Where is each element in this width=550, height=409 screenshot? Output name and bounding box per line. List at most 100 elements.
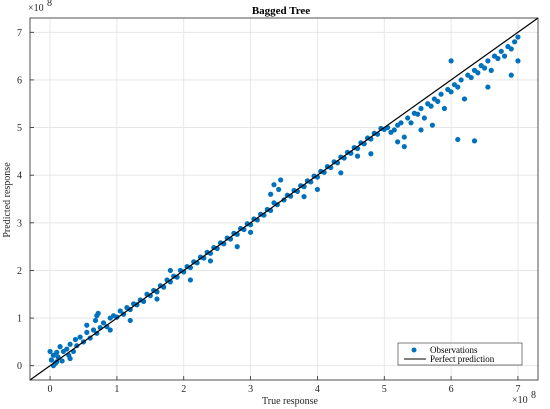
observation-point — [94, 313, 100, 319]
observation-point — [415, 111, 421, 117]
y-exponent-power: 8 — [47, 0, 52, 9]
observation-point — [271, 182, 277, 188]
observation-point — [495, 55, 501, 62]
observation-point — [408, 120, 414, 126]
observation-point — [77, 334, 83, 340]
x-tick-label: 2 — [181, 384, 186, 395]
observation-point — [418, 127, 424, 133]
perfect-prediction-line — [29, 17, 539, 381]
observation-point — [276, 186, 282, 193]
observation-point — [441, 105, 448, 112]
observation-point — [448, 89, 454, 95]
x-tick-label: 3 — [248, 384, 253, 395]
observation-point — [147, 293, 153, 299]
x-axis-label: True response — [262, 396, 319, 407]
y-tick-label: 1 — [17, 314, 22, 325]
x-tick-label: 5 — [382, 384, 387, 395]
observation-point — [48, 357, 54, 363]
x-axis-ticks: 0 1 2 3 4 5 6 7 — [48, 376, 520, 395]
observation-point — [54, 349, 60, 355]
observation-point — [117, 308, 123, 314]
observation-point — [154, 296, 160, 302]
observation-point — [501, 53, 508, 59]
observation-point — [401, 144, 407, 150]
observation-point — [481, 65, 488, 71]
x-tick-label: 0 — [48, 384, 53, 395]
observation-point — [438, 91, 444, 97]
observation-point — [498, 48, 504, 54]
observation-point — [127, 317, 133, 324]
observations-points — [47, 34, 521, 369]
observation-point — [59, 358, 65, 364]
observation-point — [354, 153, 361, 159]
observation-point — [485, 84, 491, 90]
legend-box — [397, 342, 523, 366]
observation-point — [395, 122, 401, 128]
x-tick-label: 4 — [315, 384, 320, 395]
x-exponent-base: ×10 — [512, 395, 528, 406]
y-axis-label: Predicted response — [2, 162, 13, 238]
observation-point — [428, 103, 434, 109]
observation-point — [515, 34, 521, 40]
observation-point — [57, 344, 63, 350]
x-tick-label: 7 — [515, 384, 520, 395]
observation-point — [234, 244, 240, 250]
observation-point — [107, 327, 113, 333]
observation-point — [92, 317, 99, 324]
observation-point — [435, 98, 441, 104]
observation-point — [488, 67, 494, 73]
y-tick-label: 5 — [17, 123, 22, 134]
observation-point — [405, 115, 411, 121]
x-exponent-power: 8 — [531, 390, 536, 401]
observation-point — [207, 258, 214, 264]
observation-point — [64, 346, 70, 352]
observation-point — [67, 341, 73, 347]
y-exponent-base: ×10 — [28, 3, 44, 14]
observation-point — [418, 105, 424, 112]
y-tick-label: 3 — [17, 218, 22, 229]
observation-point — [448, 58, 454, 64]
y-tick-label: 2 — [17, 266, 22, 277]
grid-lines — [30, 18, 538, 380]
observation-point — [468, 74, 474, 81]
observation-point — [72, 336, 79, 343]
legend-perfect-label: Perfect prediction — [430, 354, 495, 364]
observation-point — [301, 194, 307, 200]
x-exponent-label: ×10 8 — [512, 390, 536, 406]
observation-point — [268, 191, 274, 197]
axes-frame — [29, 17, 539, 381]
observation-point — [512, 39, 518, 45]
y-tick-label: 6 — [17, 75, 22, 86]
chart-title: Bagged Tree — [252, 5, 310, 17]
observation-point — [187, 277, 194, 283]
observation-point — [84, 322, 90, 328]
y-tick-label: 7 — [17, 28, 22, 39]
observation-point — [181, 269, 187, 275]
observation-point — [475, 70, 481, 76]
observation-point — [67, 355, 73, 362]
observation-point — [314, 186, 321, 193]
observation-point — [368, 151, 374, 157]
observation-point — [458, 77, 464, 83]
y-axis-ticks: 0 1 2 3 4 5 6 7 — [17, 28, 34, 372]
observation-point — [104, 324, 110, 330]
observation-point — [429, 122, 435, 128]
observation-point — [515, 58, 521, 64]
y-exponent-label: ×10 8 — [28, 0, 52, 14]
y-tick-label: 4 — [17, 171, 22, 182]
legend-observations-marker — [411, 347, 417, 353]
observation-point — [485, 58, 491, 64]
observation-point — [100, 320, 107, 326]
observation-point — [391, 127, 397, 133]
x-tick-label: 1 — [114, 384, 119, 395]
observation-point — [508, 72, 514, 78]
observation-point — [395, 139, 401, 145]
y-tick-label: 0 — [17, 361, 22, 372]
observation-point — [247, 229, 254, 235]
observation-point — [401, 134, 407, 140]
observation-point — [278, 177, 284, 183]
observation-point — [47, 348, 53, 355]
observation-point — [455, 84, 461, 90]
